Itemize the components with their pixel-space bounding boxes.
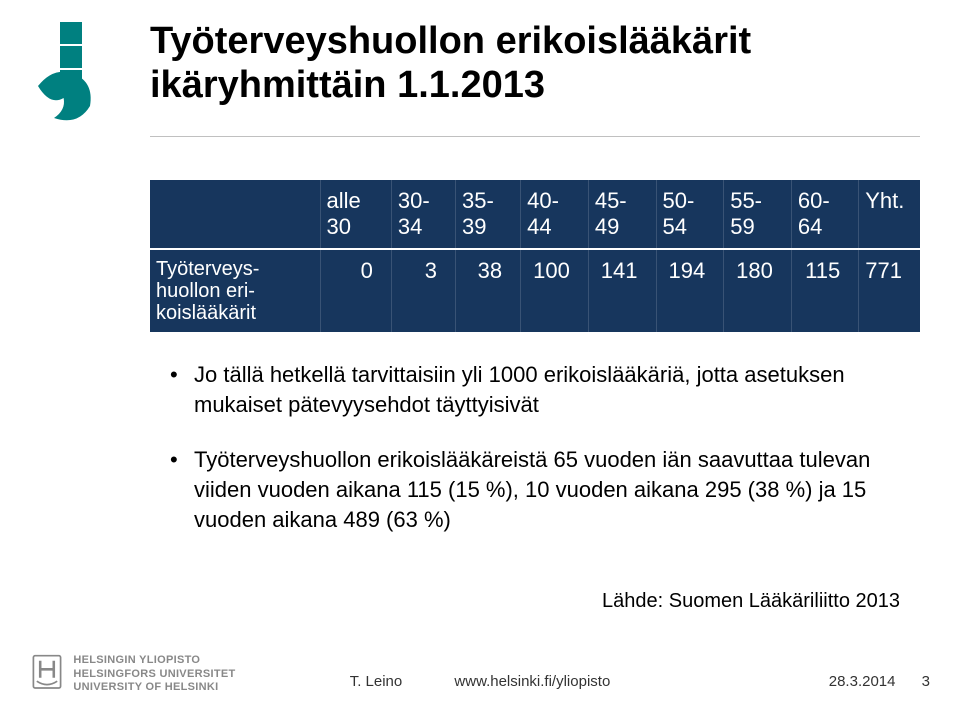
footer-date: 28.3.2014 (829, 673, 896, 690)
cell-8: 771 (859, 249, 920, 332)
col-h-5: 50-54 (656, 180, 724, 249)
footer-author: T. Leino (350, 673, 403, 690)
col-h-3: 40-44 (521, 180, 589, 249)
cell-2: 38 (456, 249, 521, 332)
source-citation: Lähde: Suomen Lääkäriliitto 2013 (0, 590, 900, 613)
footer-url: www.helsinki.fi/yliopisto (454, 673, 610, 690)
col-h-0: alle 30 (320, 180, 391, 249)
cell-0: 0 (320, 249, 391, 332)
footer-right: 28.3.2014 3 (807, 673, 930, 690)
cell-4: 141 (588, 249, 656, 332)
cell-5: 194 (656, 249, 724, 332)
logo-square-1 (60, 22, 82, 44)
cell-1: 3 (391, 249, 455, 332)
cell-6: 180 (724, 249, 792, 332)
slide-root: Työterveyshuollon erikoislääkärit ikäryh… (0, 0, 960, 712)
row-label: Työterveys-huollon eri-koislääkärit (150, 249, 320, 332)
cell-7: 115 (791, 249, 858, 332)
slide-title: Työterveyshuollon erikoislääkärit ikäryh… (150, 20, 920, 107)
bullet-item: Jo tällä hetkellä tarvittaisiin yli 1000… (170, 360, 910, 419)
bullet-item: Työterveyshuollon erikoislääkäreistä 65 … (170, 445, 910, 534)
table-header-row: alle 30 30-34 35-39 40-44 45-49 50-54 55… (150, 180, 920, 249)
flame-icon (30, 50, 110, 130)
title-line2: ikäryhmittäin 1.1.2013 (150, 64, 545, 106)
table-data-row: Työterveys-huollon eri-koislääkärit 0 3 … (150, 249, 920, 332)
footer-page-number: 3 (922, 673, 930, 690)
col-h-8: Yht. (859, 180, 920, 249)
bullet-list: Jo tällä hetkellä tarvittaisiin yli 1000… (170, 360, 910, 560)
col-h-6: 55-59 (724, 180, 792, 249)
cell-3: 100 (521, 249, 589, 332)
uni-line1: HELSINGIN YLIOPISTO (73, 654, 200, 666)
data-table: alle 30 30-34 35-39 40-44 45-49 50-54 55… (150, 180, 920, 332)
title-line1: Työterveyshuollon erikoislääkärit (150, 20, 751, 62)
header-blank (150, 180, 320, 249)
col-h-1: 30-34 (391, 180, 455, 249)
title-divider (150, 136, 920, 137)
org-logo (30, 22, 120, 112)
col-h-2: 35-39 (456, 180, 521, 249)
col-h-4: 45-49 (588, 180, 656, 249)
col-h-7: 60-64 (791, 180, 858, 249)
